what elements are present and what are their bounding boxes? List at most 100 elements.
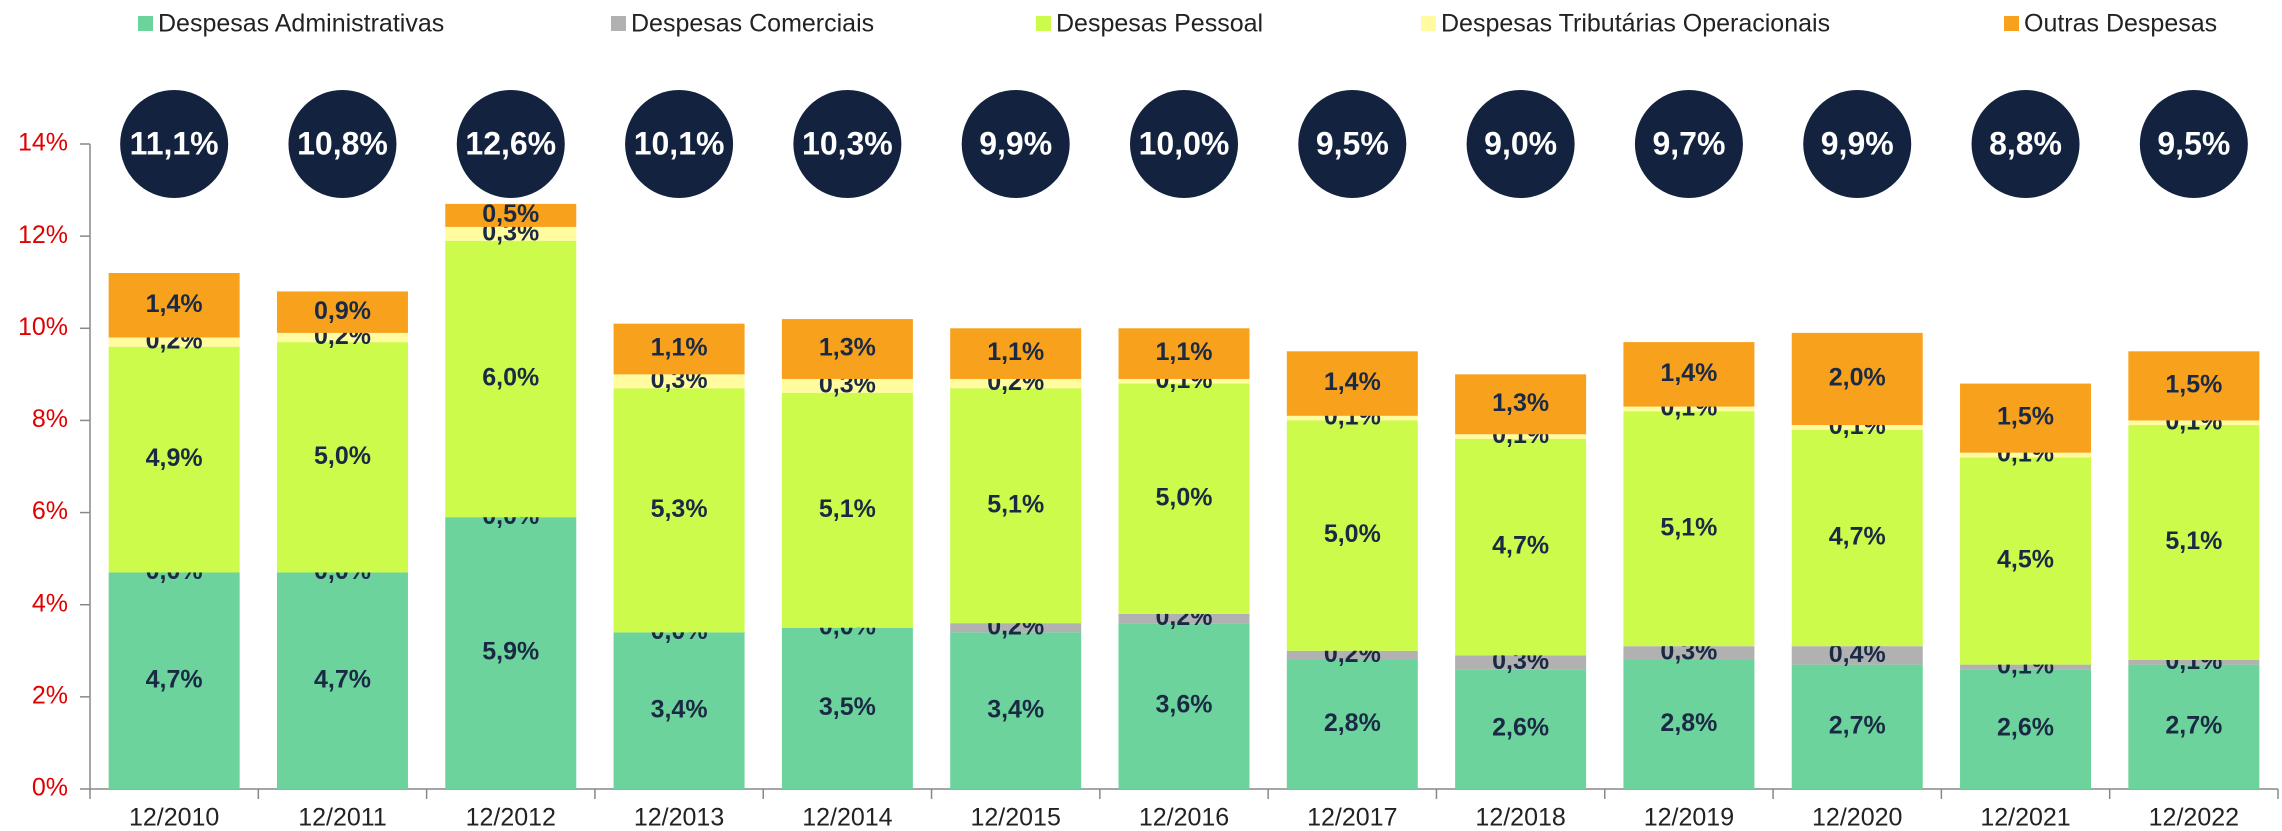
data-label: 4,9% — [146, 444, 203, 472]
data-label: 4,7% — [1492, 532, 1549, 560]
data-label: 5,1% — [1660, 513, 1717, 541]
bar-segment — [1623, 342, 1755, 407]
data-label: 3,4% — [651, 695, 708, 723]
bar-segment — [1455, 438, 1587, 656]
bar-segment — [276, 342, 408, 573]
y-tick-label: 4% — [32, 589, 68, 617]
total-label: 10,0% — [1139, 125, 1230, 161]
total-label: 9,7% — [1652, 125, 1725, 161]
y-tick-label: 0% — [32, 774, 68, 802]
total-label: 8,8% — [1989, 125, 2062, 161]
data-label: 4,7% — [146, 665, 203, 693]
bar-segment — [613, 374, 745, 389]
x-tick-label: 12/2018 — [1475, 804, 1565, 831]
data-label: 3,6% — [1156, 691, 1213, 719]
bar-segment — [1455, 374, 1587, 435]
data-label: 1,5% — [2165, 370, 2222, 398]
data-label: 1,3% — [1492, 389, 1549, 417]
data-label: 5,0% — [314, 442, 371, 470]
bar-segment — [950, 328, 1082, 379]
bar-segment — [1455, 434, 1587, 439]
total-circle — [1634, 90, 1743, 198]
y-tick-label: 12% — [18, 221, 68, 249]
legend-swatch — [2004, 16, 2019, 31]
bar-segment — [1960, 664, 2092, 670]
x-tick-label: 12/2016 — [1139, 804, 1229, 831]
data-label: 5,1% — [819, 495, 876, 523]
bar-segment — [1791, 429, 1923, 647]
legend-label: Despesas Administrativas — [158, 10, 444, 38]
bar-segment — [2128, 420, 2260, 426]
bar-segment — [613, 632, 745, 789]
bar-segment — [2128, 660, 2260, 665]
y-tick-label: 14% — [18, 129, 68, 157]
total-circle — [1803, 90, 1912, 198]
total-circle — [288, 90, 397, 198]
total-circle — [456, 90, 565, 198]
bar-segment — [950, 623, 1082, 633]
y-tick-label: 8% — [32, 405, 68, 433]
data-label: 2,8% — [1324, 709, 1381, 737]
bar-segment — [1118, 623, 1250, 789]
bar-segment — [613, 388, 745, 633]
x-tick-label: 12/2014 — [802, 804, 892, 831]
bar-segment — [108, 346, 240, 573]
x-tick-label: 12/2010 — [129, 804, 219, 831]
data-label: 6,0% — [482, 364, 539, 392]
bar-segment — [2128, 664, 2260, 789]
x-tick-label: 12/2015 — [971, 804, 1061, 831]
data-label: 3,4% — [987, 695, 1044, 723]
x-tick-label: 12/2011 — [298, 804, 387, 831]
bar-segment — [781, 319, 913, 379]
bar-segment — [445, 203, 577, 227]
bar-segment — [445, 226, 577, 241]
data-label: 1,4% — [146, 290, 203, 318]
total-label: 9,9% — [979, 125, 1052, 161]
bar-segment — [1286, 650, 1418, 660]
total-circle — [2139, 90, 2248, 198]
bar-segment — [1118, 328, 1250, 379]
x-tick-label: 12/2020 — [1812, 804, 1902, 831]
bar-segment — [1960, 669, 2092, 789]
bar-segment — [1960, 452, 2092, 458]
data-label: 2,6% — [1997, 714, 2054, 742]
bar-segment — [108, 337, 240, 347]
legend-swatch — [138, 16, 153, 31]
bar-segment — [2128, 425, 2260, 660]
data-label: 1,1% — [651, 334, 708, 362]
bar-segment — [1791, 425, 1923, 430]
bar-segment — [781, 392, 913, 628]
legend-label: Despesas Comerciais — [631, 10, 874, 38]
data-label: 0,5% — [482, 200, 539, 228]
bar-segment — [1791, 332, 1923, 426]
data-label: 5,9% — [482, 638, 539, 666]
y-tick-label: 2% — [32, 681, 68, 709]
bar-segment — [1286, 660, 1418, 789]
data-label: 1,3% — [819, 334, 876, 362]
x-tick-label: 12/2017 — [1307, 804, 1397, 831]
bar-segment — [445, 240, 577, 518]
data-label: 5,0% — [1324, 520, 1381, 548]
legend-swatch — [611, 16, 626, 31]
bar-segment — [1623, 646, 1755, 660]
data-label: 2,7% — [2165, 711, 2222, 739]
total-label: 10,3% — [802, 125, 893, 161]
total-label: 11,1% — [130, 125, 219, 161]
x-tick-label: 12/2012 — [466, 804, 556, 831]
bar-segment — [1286, 351, 1418, 416]
y-tick-label: 6% — [32, 497, 68, 525]
total-label: 9,0% — [1484, 125, 1557, 161]
total-circle — [120, 90, 229, 198]
data-label: 5,3% — [651, 495, 708, 523]
bar-segment — [445, 517, 577, 789]
total-circle — [1130, 90, 1238, 198]
bar-segment — [1623, 660, 1755, 789]
data-label: 4,5% — [1997, 546, 2054, 574]
bar-segment — [781, 627, 913, 789]
bar-segment — [1118, 378, 1250, 384]
data-label: 1,5% — [1997, 403, 2054, 431]
data-label: 5,1% — [987, 490, 1044, 518]
legend-label: Despesas Pessoal — [1056, 10, 1263, 38]
bar-segment — [1286, 420, 1418, 651]
